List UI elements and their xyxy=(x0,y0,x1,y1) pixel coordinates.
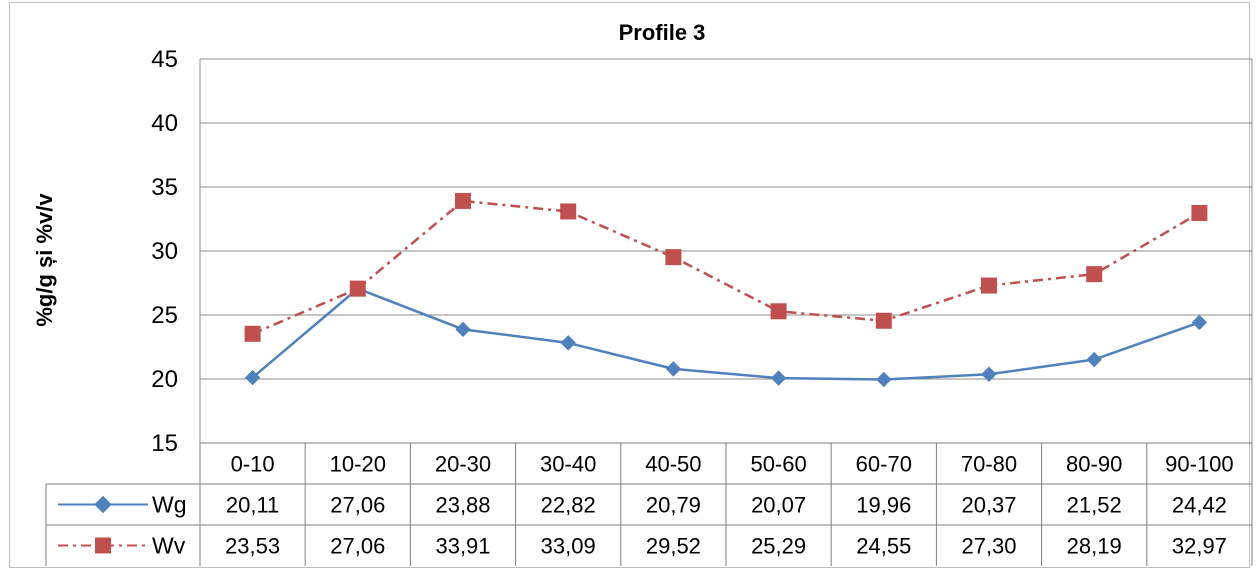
data-table-cell: 22,82 xyxy=(541,493,596,518)
data-table-cell: 23,53 xyxy=(225,534,280,559)
chart-title: Profile 3 xyxy=(619,20,706,45)
data-point xyxy=(770,370,787,386)
x-tick-label: 30-40 xyxy=(540,452,596,477)
y-tick-label: 35 xyxy=(151,174,178,201)
data-point xyxy=(665,249,682,266)
legend-key-marker xyxy=(94,495,112,514)
data-point xyxy=(1191,204,1208,221)
data-table-cell: 20,37 xyxy=(961,493,1016,518)
data-point xyxy=(665,361,682,377)
x-tick-label: 10-20 xyxy=(330,452,386,477)
x-tick-label: 60-70 xyxy=(856,452,912,477)
series-line xyxy=(252,199,1201,335)
data-point xyxy=(1086,266,1103,283)
data-table-cell: 27,06 xyxy=(330,493,385,518)
x-tick-label: 0-10 xyxy=(231,452,275,477)
x-tick-label: 70-80 xyxy=(961,452,1017,477)
data-table-cell: 27,06 xyxy=(330,534,385,559)
x-tick-label: 50-60 xyxy=(750,452,806,477)
x-tick-label: 80-90 xyxy=(1066,452,1122,477)
data-table-cell: 24,55 xyxy=(856,534,911,559)
y-axis-label: %g/g și %v/v xyxy=(32,193,57,327)
data-table-cell: 33,09 xyxy=(541,534,596,559)
data-point xyxy=(244,325,261,342)
legend-entry: Wv xyxy=(152,533,186,559)
data-table: 0-10 10-20 20-30 30-40 40-50 50-60 60-70 70-80 8… xyxy=(45,442,1253,566)
legend-key-marker xyxy=(95,537,111,554)
y-tick-label: 25 xyxy=(151,302,178,329)
data-point xyxy=(875,312,892,329)
data-point xyxy=(1191,314,1208,331)
data-point xyxy=(1086,351,1102,368)
y-tick-label: 45 xyxy=(151,46,178,73)
data-table-cell: 27,30 xyxy=(961,534,1016,559)
data-table-cell: 29,52 xyxy=(646,534,701,559)
data-point xyxy=(560,335,576,351)
y-tick-label: 15 xyxy=(151,430,178,457)
data-table-cell: 32,97 xyxy=(1172,534,1227,559)
x-tick-label: 20-30 xyxy=(435,452,491,477)
gridlines xyxy=(199,58,1253,444)
series-line xyxy=(251,287,1200,381)
data-table-cell: 25,29 xyxy=(751,534,806,559)
data-point xyxy=(455,321,471,338)
data-point xyxy=(981,366,997,382)
legend-entry: Wg xyxy=(152,492,187,518)
data-table-cell: 21,52 xyxy=(1067,493,1122,518)
y-tick-labels: 15 20 25 30 35 40 45 xyxy=(151,46,178,457)
data-point xyxy=(455,192,471,209)
data-point xyxy=(876,371,892,388)
x-tick-label: 40-50 xyxy=(645,452,701,477)
x-tick-label: 90-100 xyxy=(1165,452,1234,477)
y-tick-label: 20 xyxy=(151,366,178,393)
data-table-cell: 19,96 xyxy=(856,493,911,518)
data-point xyxy=(981,277,997,294)
data-table-cell: 24,42 xyxy=(1172,493,1227,518)
data-table-cell: 33,91 xyxy=(435,534,490,559)
data-point xyxy=(560,203,577,220)
series-layer xyxy=(244,192,1208,388)
chart-frame xyxy=(9,2,1250,568)
data-table-cell: 28,19 xyxy=(1067,534,1122,559)
data-table-cell: 20,79 xyxy=(646,493,701,518)
data-point xyxy=(770,303,787,320)
data-point xyxy=(244,369,261,386)
data-table-cell: 20,07 xyxy=(751,493,806,518)
data-table-cell: 23,88 xyxy=(435,493,490,518)
y-tick-label: 30 xyxy=(151,238,178,265)
data-table-cell: 20,11 xyxy=(226,493,279,518)
data-point xyxy=(349,280,366,297)
y-tick-label: 40 xyxy=(151,110,178,137)
